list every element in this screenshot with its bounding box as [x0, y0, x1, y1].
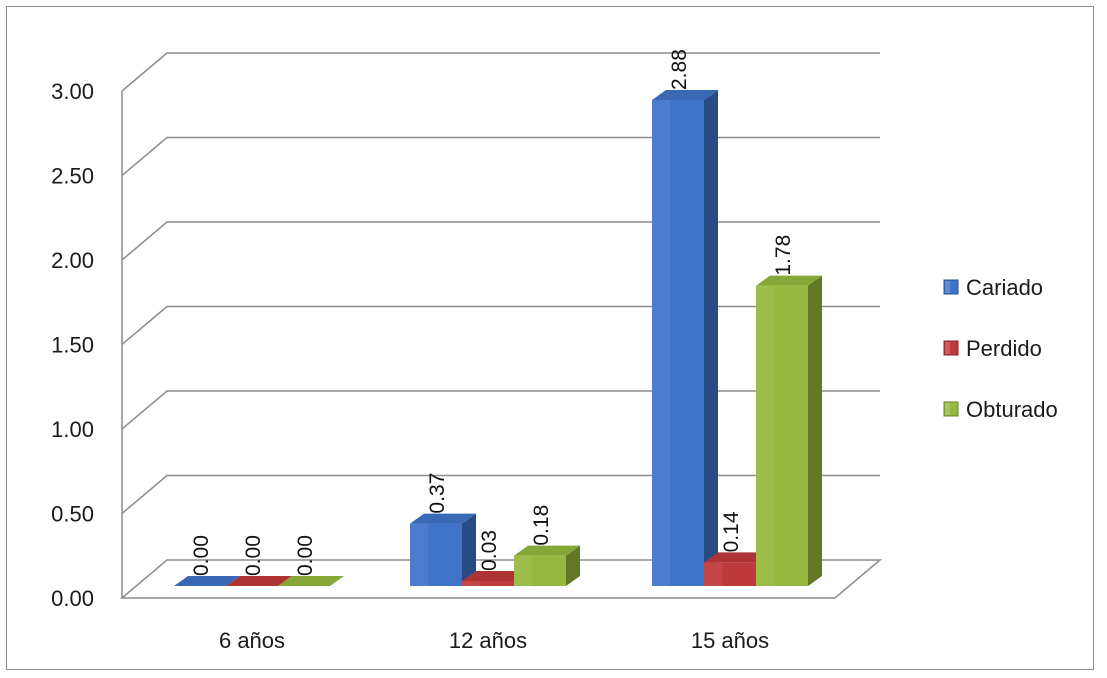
x-tick-label: 6 años	[219, 628, 285, 653]
y-tick-label: 0.00	[51, 586, 94, 611]
bar-cariado-2	[652, 90, 718, 586]
x-tick-label: 15 años	[691, 628, 769, 653]
x-axis: 6 años 12 años 15 años	[219, 628, 769, 653]
gridline	[121, 52, 880, 92]
data-label: 0.37	[426, 473, 449, 514]
data-label: 0.14	[720, 511, 743, 552]
gridline	[121, 390, 880, 430]
y-tick-label: 2.00	[51, 248, 94, 273]
x-tick-label: 12 años	[449, 628, 527, 653]
legend-label: Obturado	[966, 397, 1058, 422]
bar-cariado-1	[410, 513, 476, 586]
y-tick-label: 1.50	[51, 333, 94, 358]
y-tick-label: 2.50	[51, 164, 94, 189]
legend: Cariado Perdido Obturado	[943, 275, 1058, 422]
legend-label: Perdido	[966, 336, 1042, 361]
bar-obturado-2	[756, 275, 822, 586]
data-label: 1.78	[772, 235, 795, 276]
gridlines	[121, 52, 880, 515]
gridline	[121, 136, 880, 177]
bars	[174, 90, 822, 586]
gridline	[121, 474, 880, 515]
legend-item-perdido: Perdido	[943, 336, 1042, 361]
data-label: 0.00	[242, 535, 265, 576]
data-label: 0.03	[478, 530, 501, 571]
y-tick-label: 0.50	[51, 502, 94, 527]
legend-label: Cariado	[966, 275, 1043, 300]
legend-item-obturado: Obturado	[943, 397, 1058, 422]
y-tick-label: 3.00	[51, 79, 94, 104]
y-axis: 0.00 0.50 1.00 1.50 2.00 2.50 3.00	[51, 79, 94, 611]
bar-cariado-0	[174, 576, 240, 586]
data-label: 0.18	[530, 505, 553, 546]
bar-obturado-0	[278, 576, 344, 586]
gridline	[121, 305, 880, 346]
data-labels: 0.00 0.00 0.00 0.37 0.03 0.18 2.88 0.14 1.78	[190, 49, 795, 576]
legend-item-cariado: Cariado	[943, 275, 1043, 300]
y-tick-label: 1.00	[51, 417, 94, 442]
bar-obturado-1	[514, 545, 580, 586]
data-label: 0.00	[190, 535, 213, 576]
gridline	[121, 221, 880, 261]
data-label: 2.88	[668, 49, 691, 90]
bar-perdido-0	[226, 576, 292, 586]
data-label: 0.00	[294, 535, 317, 576]
